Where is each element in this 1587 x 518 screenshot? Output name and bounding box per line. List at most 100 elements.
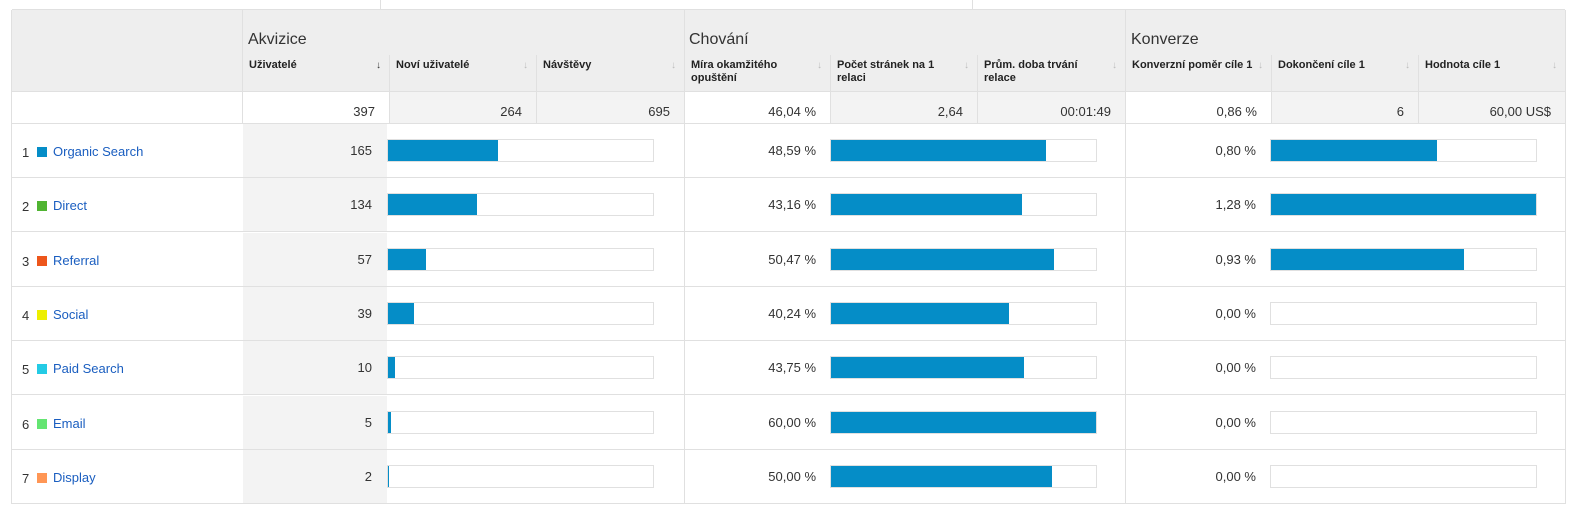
- sort-icon[interactable]: ↓: [1405, 60, 1410, 71]
- bounce-rate-value: 60,00 %: [768, 414, 816, 430]
- bounce-rate-value: 43,16 %: [768, 197, 816, 213]
- conv-rate-bar: [1270, 247, 1537, 271]
- group-header-acquisition: [243, 10, 684, 55]
- column-header-sessions-label: Návštěvy: [543, 59, 592, 71]
- sort-icon[interactable]: ↓: [1112, 60, 1117, 71]
- users-cell-bg: [243, 178, 387, 233]
- total-pages-per-session: 2,64: [831, 92, 977, 124]
- users-bar-fill: [388, 357, 395, 379]
- column-header-sessions[interactable]: Návštěvy ↓: [537, 55, 684, 92]
- sort-desc-icon[interactable]: ↓: [376, 60, 381, 71]
- bounce-rate-value: 50,47 %: [768, 251, 816, 267]
- bounce-rate-bar-fill: [831, 248, 1054, 270]
- bounce-rate-bar: [830, 193, 1097, 217]
- bounce-rate-bar: [830, 247, 1097, 271]
- column-header-avg-duration-label: Prům. doba trvání relace: [984, 59, 1078, 84]
- column-header-conv-rate[interactable]: Konverzní poměr cíle 1 ↓: [1126, 55, 1271, 92]
- channel-link[interactable]: Display: [53, 469, 96, 485]
- table-row: 1 Organic Search 165 48,59 % 0,80 %: [12, 124, 1565, 178]
- column-header-pages-per-session[interactable]: Počet stránek na 1 relaci ↓: [831, 55, 977, 92]
- users-value: 39: [357, 305, 372, 321]
- column-header-goal-completions[interactable]: Dokončení cíle 1 ↓: [1272, 55, 1418, 92]
- table-row: 2 Direct 134 43,16 % 1,28 %: [12, 178, 1565, 233]
- users-value: 2: [364, 468, 372, 484]
- channel-link[interactable]: Organic Search: [53, 144, 144, 159]
- divider: [242, 10, 243, 123]
- channel-color-swatch: [37, 418, 47, 429]
- row-number: 4: [22, 307, 30, 323]
- users-bar: [387, 247, 654, 271]
- column-header-avg-duration[interactable]: Prům. doba trvání relace ↓: [978, 55, 1125, 92]
- bounce-rate-value: 50,00 %: [768, 468, 816, 484]
- conv-rate-bar-fill: [1271, 140, 1437, 161]
- total-bounce-rate: 46,04 %: [685, 92, 830, 124]
- users-bar-fill: [388, 302, 415, 324]
- divider: [977, 55, 978, 123]
- users-cell-bg: [243, 286, 387, 341]
- sort-icon[interactable]: ↓: [964, 60, 969, 71]
- divider: [1125, 10, 1126, 504]
- group-header-blank: [12, 10, 242, 55]
- row-divider: [12, 177, 1565, 178]
- table-row: 5 Paid Search 10 43,75 % 0,00 %: [12, 341, 1565, 396]
- divider: [1565, 10, 1566, 504]
- users-bar-fill: [388, 465, 390, 487]
- group-label-conversions: Konverze: [1131, 31, 1199, 48]
- channel-link[interactable]: Email: [53, 415, 86, 431]
- bounce-rate-bar-fill: [831, 357, 1025, 379]
- sort-icon[interactable]: ↓: [671, 60, 676, 71]
- bounce-rate-bar-fill: [831, 411, 1096, 433]
- conv-rate-value: 0,80 %: [1215, 143, 1256, 158]
- row-divider: [12, 285, 1565, 287]
- sort-icon[interactable]: ↓: [1258, 60, 1263, 71]
- channel-link[interactable]: Referral: [53, 252, 100, 268]
- row-number: 2: [22, 199, 30, 215]
- channel-link[interactable]: Social: [53, 306, 89, 322]
- divider: [12, 123, 1565, 124]
- channel-color-swatch: [37, 472, 47, 483]
- top-strip: [12, 0, 1565, 10]
- column-header-goal-value[interactable]: Hodnota cíle 1 ↓: [1419, 55, 1565, 92]
- bounce-rate-bar-fill: [831, 302, 1009, 324]
- row-number: 3: [22, 253, 30, 269]
- channel-color-swatch: [37, 309, 47, 320]
- row-divider: [12, 394, 1565, 396]
- group-label-acquisition: Akvizice: [248, 31, 307, 48]
- users-bar: [387, 464, 654, 488]
- users-value: 57: [357, 251, 372, 267]
- column-header-bounce-rate[interactable]: Míra okamžitého opuštění ↓: [685, 55, 830, 92]
- totals-blank: [12, 92, 242, 124]
- users-cell-bg: [243, 395, 387, 450]
- column-header-users[interactable]: Uživatelé ↓: [243, 55, 389, 92]
- users-bar-fill: [388, 248, 427, 270]
- total-goal-completions: 6: [1272, 92, 1418, 124]
- sort-icon[interactable]: ↓: [1552, 60, 1557, 71]
- sort-icon[interactable]: ↓: [523, 60, 528, 71]
- divider: [830, 55, 831, 123]
- channel-link[interactable]: Paid Search: [53, 361, 124, 377]
- divider: [12, 91, 1565, 92]
- top-strip-divider: [380, 0, 381, 10]
- bounce-rate-bar: [830, 410, 1097, 434]
- total-sessions: 695: [537, 92, 684, 124]
- column-header-bounce-rate-label: Míra okamžitého opuštění: [691, 59, 778, 84]
- group-header-conversions: [1126, 10, 1565, 55]
- channel-color-swatch: [37, 255, 47, 266]
- conv-rate-bar: [1270, 301, 1537, 325]
- column-header-new-users-label: Noví uživatelé: [396, 59, 470, 71]
- row-number: 1: [22, 145, 30, 160]
- table-row: 3 Referral 57 50,47 % 0,93 %: [12, 232, 1565, 287]
- row-divider: [12, 339, 1565, 341]
- row-number: 7: [22, 470, 30, 486]
- group-label-behavior: Chování: [689, 31, 749, 48]
- channel-link[interactable]: Direct: [53, 198, 87, 214]
- conv-rate-value: 0,00 %: [1215, 414, 1256, 430]
- users-bar: [387, 356, 654, 380]
- column-header-new-users[interactable]: Noví uživatelé ↓: [390, 55, 536, 92]
- sort-icon[interactable]: ↓: [817, 60, 822, 71]
- row-divider: [12, 502, 1565, 504]
- row-number: 6: [22, 416, 30, 432]
- bounce-rate-bar: [830, 464, 1097, 488]
- bounce-rate-value: 40,24 %: [768, 305, 816, 321]
- users-cell-bg: [243, 449, 387, 504]
